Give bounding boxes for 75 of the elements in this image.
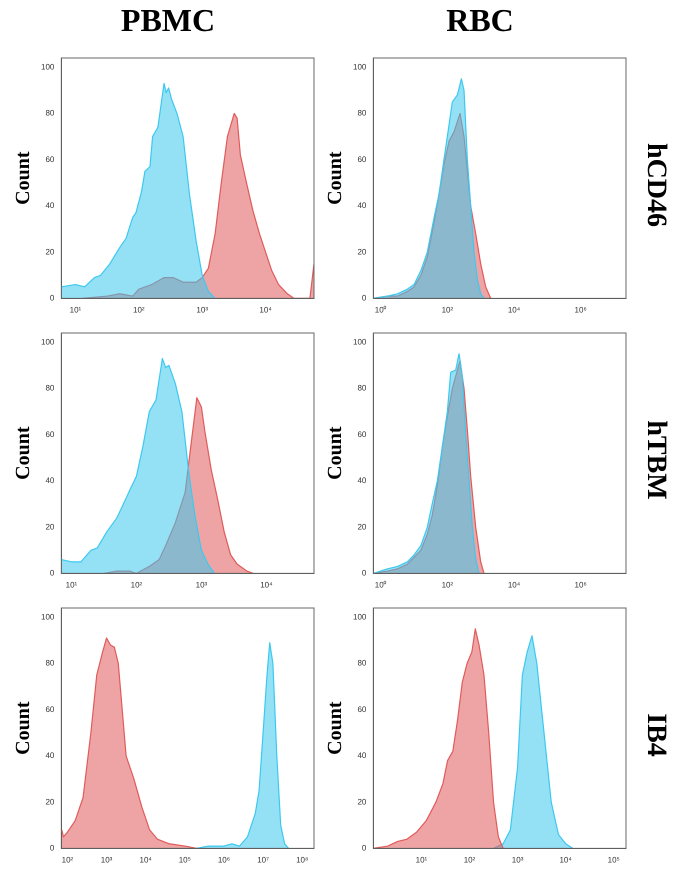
y-tick-label: 100 — [352, 337, 367, 346]
chart-title: PBMC — [120, 2, 216, 39]
y-tick-label: 100 — [352, 612, 367, 622]
y-tick-label: 20 — [45, 797, 55, 806]
y-tick-label: 40 — [45, 751, 55, 760]
x-tick-label: 10⁴ — [559, 855, 572, 864]
y-tick-label: 60 — [357, 154, 367, 164]
y-tick-label: 0 — [362, 844, 367, 853]
y-tick-label: 0 — [50, 844, 55, 853]
x-tick-label: 10⁵ — [178, 855, 191, 864]
y-tick-label: 100 — [40, 62, 55, 72]
x-tick-label: 10¹ — [416, 855, 428, 864]
x-tick-label: 10² — [133, 305, 145, 314]
y-tick-label: 80 — [45, 384, 55, 393]
x-tick-label: 10⁵ — [608, 855, 620, 864]
y-tick-label: 80 — [45, 658, 55, 668]
y-tick-label: 20 — [357, 797, 367, 806]
y-tick-label: 40 — [357, 476, 367, 486]
x-tick-label: 10³ — [512, 855, 524, 864]
y-tick-label: 60 — [45, 704, 55, 714]
x-tick-label: 10¹ — [70, 305, 82, 314]
y-tick-label: 0 — [362, 294, 367, 303]
x-tick-label: 10⁴ — [508, 580, 521, 590]
y-tick-label: 60 — [45, 430, 55, 439]
x-tick-label: 10⁶ — [574, 580, 587, 590]
x-tick-label: 10⁴ — [260, 580, 274, 590]
y-axis-title: Count — [324, 701, 346, 755]
x-tick-label: 10⁰ — [374, 580, 387, 590]
x-tick-label: 10¹ — [66, 580, 78, 590]
x-tick-label: 10⁶ — [218, 855, 230, 864]
chart-title: RBC — [445, 2, 515, 39]
y-tick-label: 80 — [357, 108, 367, 118]
y-tick-label: 20 — [357, 522, 367, 532]
x-tick-label: 10³ — [196, 305, 208, 314]
x-tick-label: 10⁶ — [574, 305, 587, 314]
y-tick-label: 100 — [40, 337, 55, 346]
x-tick-label: 10⁷ — [257, 855, 270, 864]
x-tick-label: 10⁰ — [374, 305, 387, 314]
x-tick-label: 10² — [130, 580, 143, 590]
y-axis-title: Count — [324, 426, 346, 480]
x-tick-label: 10² — [62, 855, 74, 864]
y-tick-label: 0 — [362, 568, 367, 578]
y2-axis-title: IB4 — [640, 713, 672, 757]
y-tick-label: 40 — [357, 751, 367, 760]
y-tick-label: 60 — [45, 154, 55, 164]
x-tick-label: 10⁸ — [296, 855, 308, 864]
x-tick-label: 10² — [442, 305, 454, 314]
x-tick-label: 10² — [442, 580, 454, 590]
y-tick-label: 80 — [45, 108, 55, 118]
y-tick-label: 40 — [45, 201, 55, 210]
y-tick-label: 0 — [50, 568, 55, 578]
y-axis-title: Count — [324, 151, 346, 205]
y-tick-label: 100 — [40, 612, 55, 622]
x-tick-label: 10² — [464, 855, 476, 864]
y-axis-title: Count — [12, 701, 34, 755]
x-tick-label: 10⁴ — [259, 305, 272, 314]
x-tick-label: 10⁴ — [140, 855, 152, 864]
y-tick-label: 60 — [357, 430, 367, 439]
y-tick-label: 40 — [357, 201, 367, 210]
y-tick-label: 80 — [357, 658, 367, 668]
x-tick-label: 10⁴ — [508, 305, 521, 314]
y-tick-label: 80 — [357, 384, 367, 393]
y-axis-title: Count — [12, 426, 34, 480]
y2-axis-title: hCD46 — [640, 142, 672, 228]
y-tick-label: 60 — [357, 704, 367, 714]
y-tick-label: 0 — [50, 294, 55, 303]
y-tick-label: 100 — [352, 62, 367, 72]
y2-axis-title: hTBM — [640, 420, 672, 500]
y-tick-label: 20 — [45, 247, 55, 256]
x-tick-label: 10³ — [196, 580, 208, 590]
y-tick-label: 20 — [45, 522, 55, 532]
y-axis-title: Count — [12, 151, 34, 205]
y-tick-label: 20 — [357, 247, 367, 256]
x-tick-label: 10³ — [100, 855, 113, 864]
y-tick-label: 40 — [45, 476, 55, 486]
